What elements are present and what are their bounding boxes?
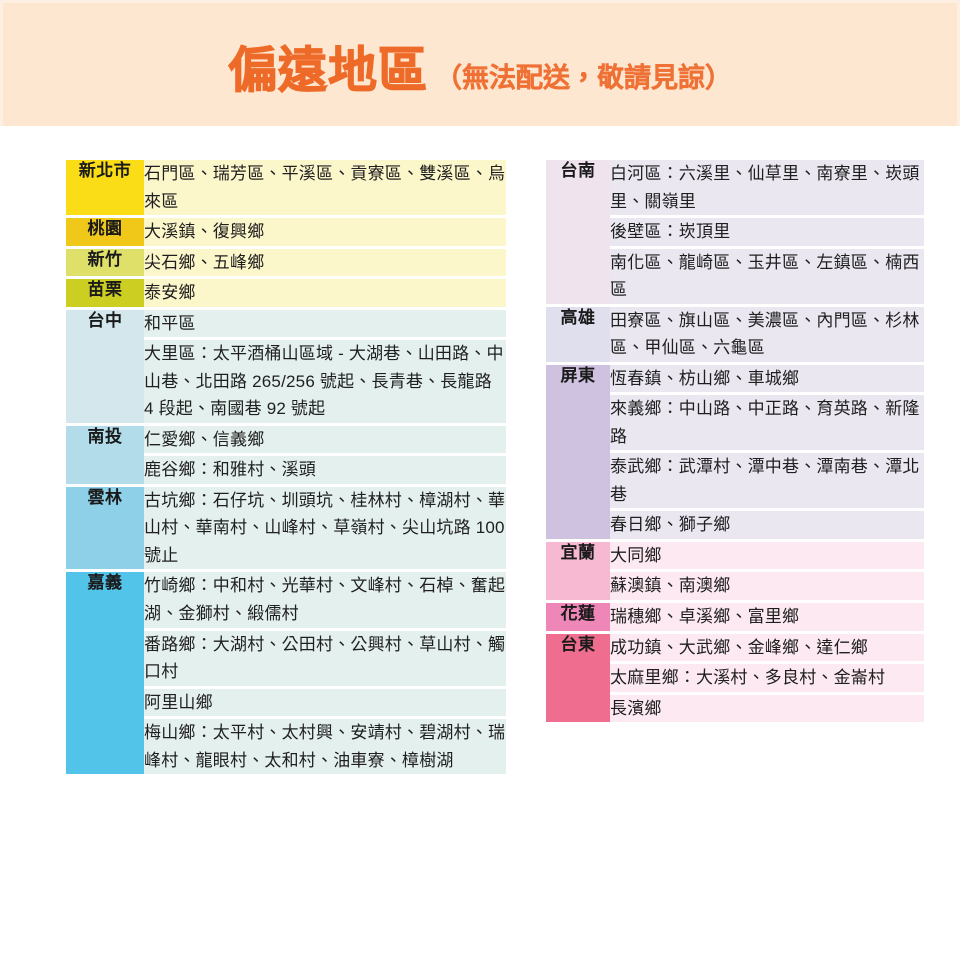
table-row: 嘉義 竹崎鄉：中和村、光華村、文峰村、石棹、奮起湖、金獅村、緞儒村 [66, 570, 506, 775]
region-detail-cell: 來義鄉：中山路、中正路、育英路、新隆路 [610, 393, 924, 454]
table-row: 南投 仁愛鄉、信義鄉 [66, 424, 506, 487]
region-label-5: 南投 [66, 424, 144, 487]
region-tables: 新北市 石門區、瑞芳區、平溪區、貢寮區、雙溪區、烏來區 桃園 大溪鎮、復興鄉 新竹 尖石鄉… [0, 160, 960, 775]
region-label-6: 雲林 [66, 485, 144, 573]
left-region-table: 新北市 石門區、瑞芳區、平溪區、貢寮區、雙溪區、烏來區 桃園 大溪鎮、復興鄉 新竹 尖石鄉… [66, 160, 506, 775]
table-row: 後壁區：崁頂里 [546, 216, 924, 249]
region-detail-cell: 長濱鄉 [610, 693, 924, 723]
table-row: 鹿谷鄉：和雅村、溪頭 [66, 454, 506, 487]
region-label-2: 屏東 [546, 363, 610, 542]
region-detail-cell: 古坑鄉：石仔坑、圳頭坑、桂林村、樟湖村、華山村、華南村、山峰村、草嶺村、尖山坑路… [144, 485, 506, 573]
table-row: 番路鄉：大湖村、公田村、公興村、草山村、觸口村 [66, 629, 506, 689]
region-detail-cell: 田寮區、旗山區、美濃區、內門區、杉林區、甲仙區、六龜區 [610, 305, 924, 365]
table-row: 屏東 恆春鎮、枋山鄉、車城鄉 [546, 363, 924, 542]
right-region-table: 台南 白河區：六溪里、仙草里、南寮里、崁頭里、關嶺里 後壁區：崁頂里 南化區、龍崎區、… [546, 160, 924, 723]
region-detail-cell: 鹿谷鄉：和雅村、溪頭 [144, 454, 506, 487]
table-row: 苗栗 泰安鄉 [66, 277, 506, 310]
page-subtitle: （無法配送，敬請見諒） [435, 63, 732, 93]
region-label-4: 台中 [66, 308, 144, 426]
table-row: 新北市 石門區、瑞芳區、平溪區、貢寮區、雙溪區、烏來區 [66, 160, 506, 219]
left-region-column: 新北市 石門區、瑞芳區、平溪區、貢寮區、雙溪區、烏來區 桃園 大溪鎮、復興鄉 新竹 尖石鄉… [66, 160, 506, 775]
region-label-3: 苗栗 [66, 277, 144, 310]
table-row: 梅山鄉：太平村、太村興、安靖村、碧湖村、瑞峰村、龍眼村、太和村、油車寮、樟樹湖 [66, 717, 506, 775]
table-row: 大里區：太平酒桶山區域 - 大湖巷、山田路、中山巷、北田路 265/256 號起… [66, 338, 506, 426]
table-row: 花蓮 瑞穗鄉、卓溪鄉、富里鄉 [546, 601, 924, 634]
right-region-column: 台南 白河區：六溪里、仙草里、南寮里、崁頭里、關嶺里 後壁區：崁頂里 南化區、龍崎區、… [546, 160, 924, 723]
table-row: 宜蘭 大同鄉 [546, 540, 924, 603]
table-row: 長濱鄉 [546, 693, 924, 723]
region-detail-cell: 仁愛鄉、信義鄉 [144, 424, 506, 457]
region-detail-cell: 尖石鄉、五峰鄉 [144, 247, 506, 280]
table-row: 新竹 尖石鄉、五峰鄉 [66, 247, 506, 280]
region-label-5: 台東 [546, 632, 610, 723]
region-detail-cell: 和平區 [144, 308, 506, 341]
region-label-7: 嘉義 [66, 570, 144, 775]
region-detail-cell: 南化區、龍崎區、玉井區、左鎮區、楠西區 [610, 247, 924, 307]
page-title: 偏遠地區 [227, 43, 428, 98]
region-detail-cell: 大溪鎮、復興鄉 [144, 216, 506, 249]
region-detail-cell: 白河區：六溪里、仙草里、南寮里、崁頭里、關嶺里 [610, 160, 924, 219]
region-detail-cell: 太麻里鄉：大溪村、多良村、金崙村 [610, 662, 924, 695]
region-detail-cell: 蘇澳鎮、南澳鄉 [610, 570, 924, 603]
table-row: 桃園 大溪鎮、復興鄉 [66, 216, 506, 249]
region-detail-cell: 大同鄉 [610, 540, 924, 573]
region-label-1: 高雄 [546, 305, 610, 365]
region-label-3: 宜蘭 [546, 540, 610, 603]
region-label-2: 新竹 [66, 247, 144, 280]
region-detail-cell: 成功鎮、大武鄉、金峰鄉、達仁鄉 [610, 632, 924, 665]
region-detail-cell: 瑞穗鄉、卓溪鄉、富里鄉 [610, 601, 924, 634]
table-row: 雲林 古坑鄉：石仔坑、圳頭坑、桂林村、樟湖村、華山村、華南村、山峰村、草嶺村、尖山… [66, 485, 506, 573]
region-label-0: 台南 [546, 160, 610, 307]
table-row: 太麻里鄉：大溪村、多良村、金崙村 [546, 662, 924, 695]
region-detail-cell: 泰武鄉：武潭村、潭中巷、潭南巷、潭北巷 [610, 451, 924, 512]
banner-inner: 偏遠地區 （無法配送，敬請見諒） [227, 31, 732, 102]
table-row: 南化區、龍崎區、玉井區、左鎮區、楠西區 [546, 247, 924, 307]
region-label-0: 新北市 [66, 160, 144, 219]
table-row: 春日鄉、獅子鄉 [546, 509, 924, 542]
table-row: 台中 和平區 [66, 308, 506, 426]
page-banner: 偏遠地區 （無法配送，敬請見諒） [0, 0, 960, 126]
table-row: 高雄 田寮區、旗山區、美濃區、內門區、杉林區、甲仙區、六龜區 [546, 305, 924, 365]
region-label-1: 桃園 [66, 216, 144, 249]
region-detail-cell: 竹崎鄉：中和村、光華村、文峰村、石棹、奮起湖、金獅村、緞儒村 [144, 570, 506, 631]
table-row: 泰武鄉：武潭村、潭中巷、潭南巷、潭北巷 [546, 451, 924, 512]
table-row: 蘇澳鎮、南澳鄉 [546, 570, 924, 603]
table-row: 台東 成功鎮、大武鄉、金峰鄉、達仁鄉 [546, 632, 924, 723]
region-detail-cell: 後壁區：崁頂里 [610, 216, 924, 249]
table-row: 台南 白河區：六溪里、仙草里、南寮里、崁頭里、關嶺里 [546, 160, 924, 307]
region-detail-cell: 泰安鄉 [144, 277, 506, 310]
region-detail-cell: 春日鄉、獅子鄉 [610, 509, 924, 542]
region-detail-cell: 梅山鄉：太平村、太村興、安靖村、碧湖村、瑞峰村、龍眼村、太和村、油車寮、樟樹湖 [144, 717, 506, 775]
region-detail-cell: 阿里山鄉 [144, 687, 506, 720]
table-row: 阿里山鄉 [66, 687, 506, 720]
region-detail-cell: 石門區、瑞芳區、平溪區、貢寮區、雙溪區、烏來區 [144, 160, 506, 219]
table-row: 來義鄉：中山路、中正路、育英路、新隆路 [546, 393, 924, 454]
region-detail-cell: 恆春鎮、枋山鄉、車城鄉 [610, 363, 924, 396]
region-detail-cell: 大里區：太平酒桶山區域 - 大湖巷、山田路、中山巷、北田路 265/256 號起… [144, 338, 506, 426]
region-label-4: 花蓮 [546, 601, 610, 634]
region-detail-cell: 番路鄉：大湖村、公田村、公興村、草山村、觸口村 [144, 629, 506, 689]
